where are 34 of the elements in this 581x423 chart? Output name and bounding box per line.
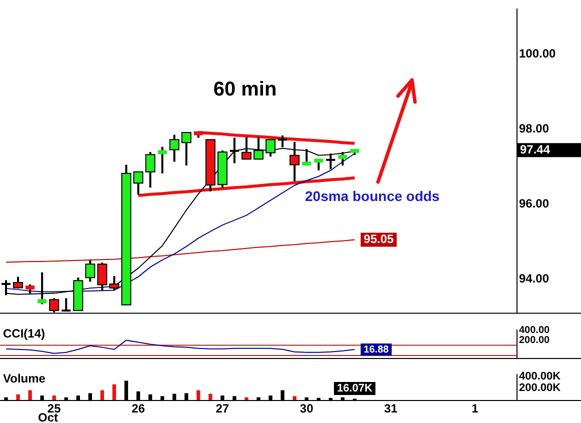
bar bbox=[112, 384, 116, 400]
chart-title: CCI(14) bbox=[3, 326, 46, 340]
x-tick-label: 26 bbox=[132, 402, 146, 416]
data-label: 16.88 bbox=[364, 344, 390, 356]
y-tick-label: 98.00 bbox=[519, 121, 550, 136]
text: 97.44 bbox=[520, 142, 550, 156]
x-tick-label: 1 bbox=[472, 402, 479, 416]
bar bbox=[100, 390, 104, 400]
chart-title: Volume bbox=[3, 371, 46, 386]
bar bbox=[292, 396, 296, 400]
data-label: 95.05 bbox=[364, 232, 394, 246]
y-tick-label: 200.00K bbox=[519, 382, 561, 394]
bar bbox=[196, 390, 200, 400]
bar bbox=[244, 397, 248, 400]
candlestick bbox=[314, 158, 324, 172]
candlestick bbox=[158, 146, 167, 174]
candlestick bbox=[338, 151, 348, 166]
annotation: 20sma bounce odds bbox=[305, 188, 440, 204]
text: 60 min bbox=[213, 78, 277, 101]
candlestick bbox=[325, 152, 336, 170]
bar bbox=[28, 390, 32, 400]
y-tick-label: 96.00 bbox=[519, 196, 550, 210]
y-tick-label: 400.00 bbox=[519, 324, 550, 336]
bar bbox=[16, 394, 20, 400]
x-tick-label: 30 bbox=[300, 402, 314, 416]
x-tick-label: 31 bbox=[384, 402, 398, 416]
y-tick-label: 400.00K bbox=[519, 370, 561, 382]
bar bbox=[52, 396, 56, 400]
x-tick-label: 27 bbox=[216, 402, 230, 416]
y-tick-label: 94.00 bbox=[519, 271, 550, 286]
data-label: 16.07K bbox=[336, 382, 372, 395]
y-tick-label: 100.00 bbox=[519, 46, 556, 60]
bar bbox=[208, 394, 212, 400]
y-tick-label: 200.00 bbox=[519, 334, 550, 346]
